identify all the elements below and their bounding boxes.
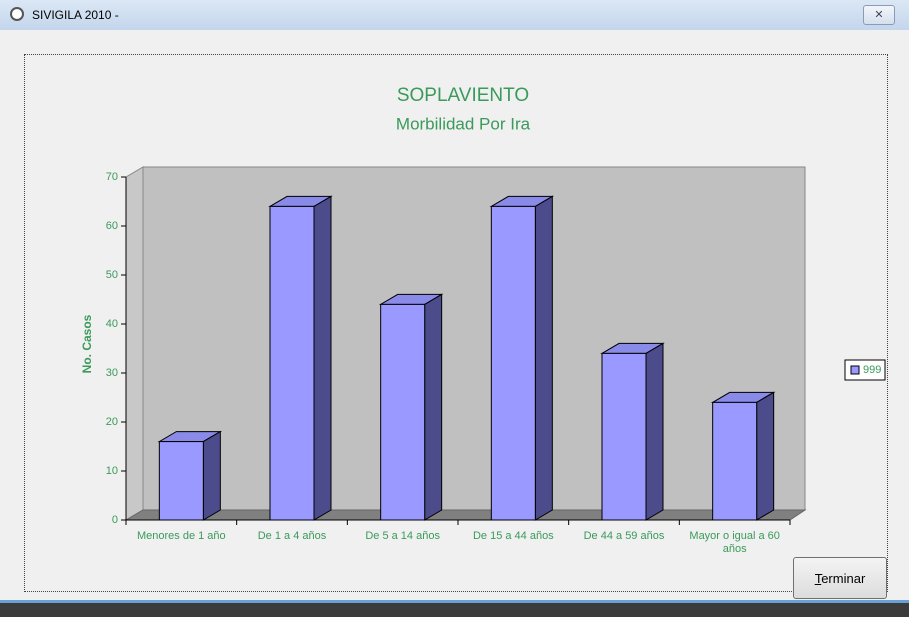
- y-tick-label: 50: [106, 269, 118, 281]
- bar: [380, 303, 426, 521]
- x-tick-label: De 44 a 59 años: [583, 530, 665, 542]
- x-tick-label: De 1 a 4 años: [257, 530, 327, 542]
- chart-subtitle: Morbilidad Por Ira: [396, 114, 531, 133]
- y-tick-label: 0: [112, 514, 118, 526]
- chart: SOPLAVIENTO Morbilidad Por Ira No. Casos…: [80, 85, 886, 555]
- back-wall: [142, 166, 806, 511]
- y-tick-label: 10: [106, 465, 118, 477]
- terminar-button[interactable]: Terminar: [793, 557, 887, 599]
- taskbar: [0, 600, 909, 617]
- floor: [124, 509, 807, 521]
- side-wall: [125, 166, 144, 521]
- x-tick-label-box: Menores de 1 año: [136, 530, 226, 542]
- y-tick-label: 70: [106, 171, 118, 183]
- x-tick-label-box: De 15 a 44 años: [472, 530, 554, 542]
- x-tick-label-box: Mayor o igual a 60 años: [689, 530, 780, 555]
- chart-title: SOPLAVIENTO: [397, 85, 529, 106]
- window-title: SIVIGILA 2010 -: [32, 8, 119, 22]
- bar-side: [756, 391, 775, 521]
- legend-label: 999: [863, 364, 881, 376]
- bar-side: [313, 195, 332, 521]
- bar: [601, 352, 647, 521]
- bar: [490, 205, 536, 521]
- app-icon: [10, 7, 24, 21]
- title-bar: SIVIGILA 2010 - ✕: [0, 0, 909, 30]
- y-tick-label: 20: [106, 416, 118, 428]
- x-tick-label: De 5 a 14 años: [365, 530, 440, 542]
- y-tick-label: 60: [106, 220, 118, 232]
- legend-box: [844, 359, 886, 381]
- bar: [712, 401, 758, 521]
- bar-side: [534, 195, 553, 521]
- bar: [158, 441, 204, 521]
- bar-side: [424, 293, 443, 521]
- x-tick-label: Mayor o igual a 60 años: [689, 530, 780, 555]
- y-axis-label: No. Casos: [80, 314, 94, 373]
- y-tick-label: 30: [106, 367, 118, 379]
- x-tick-label: Menores de 1 año: [136, 530, 226, 542]
- y-tick-label: 40: [106, 318, 118, 330]
- bar: [269, 205, 315, 521]
- close-button[interactable]: ✕: [863, 5, 895, 25]
- legend-swatch: [850, 365, 860, 375]
- chart-panel: [24, 54, 888, 592]
- bar-side: [202, 430, 221, 521]
- x-tick-label-box: De 5 a 14 años: [365, 530, 440, 542]
- x-tick-label: De 15 a 44 años: [472, 530, 554, 542]
- x-tick-label-box: De 44 a 59 años: [583, 530, 665, 542]
- bar-side: [645, 342, 664, 521]
- x-tick-label-box: De 1 a 4 años: [257, 530, 327, 542]
